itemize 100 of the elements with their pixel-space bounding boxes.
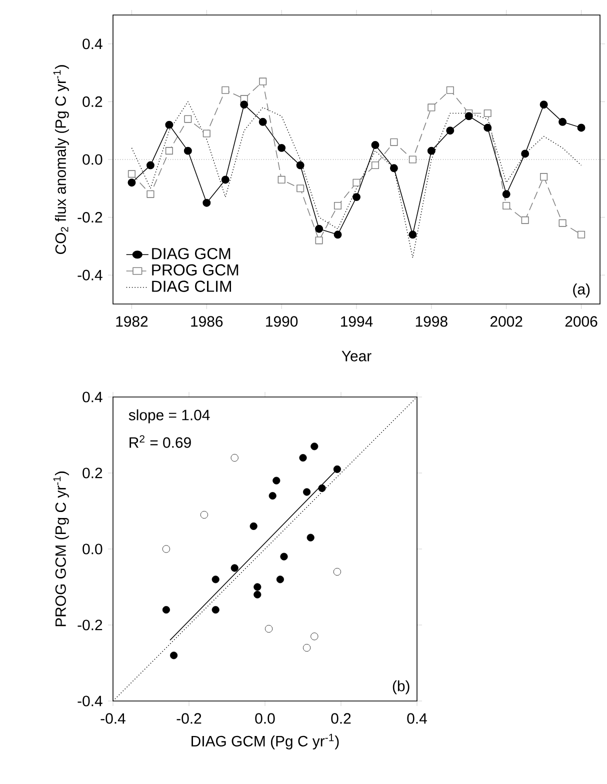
y-tick-label: -0.2 bbox=[78, 620, 102, 630]
point bbox=[265, 625, 273, 633]
x-axis-title: DIAG GCM (Pg C yr$^{-1}$) bbox=[192, 734, 339, 750]
point bbox=[299, 454, 307, 462]
point bbox=[428, 104, 436, 112]
x-tick-label: -0.4 bbox=[100, 713, 126, 724]
point bbox=[184, 146, 192, 155]
y-tick-label: 0.4 bbox=[82, 392, 102, 402]
point bbox=[296, 161, 304, 170]
y-tick-label: 0.2 bbox=[82, 468, 102, 478]
point bbox=[521, 216, 529, 224]
point bbox=[303, 488, 311, 496]
point bbox=[165, 120, 174, 129]
point bbox=[464, 112, 473, 120]
x-tick-label: 0.0 bbox=[255, 713, 275, 724]
point bbox=[200, 511, 208, 519]
x-tick-label: 1990 bbox=[266, 316, 298, 327]
legend-label: DIAG GCM bbox=[152, 248, 230, 260]
point bbox=[250, 522, 258, 530]
point bbox=[128, 178, 136, 187]
point bbox=[254, 590, 262, 598]
point bbox=[162, 606, 170, 614]
point bbox=[184, 115, 192, 123]
point bbox=[484, 124, 492, 132]
point bbox=[278, 176, 286, 184]
point bbox=[165, 147, 173, 155]
point bbox=[446, 126, 454, 135]
point bbox=[352, 178, 360, 186]
x-tick-label: -0.2 bbox=[176, 713, 202, 724]
point bbox=[310, 442, 318, 450]
point bbox=[162, 545, 170, 553]
point bbox=[254, 583, 262, 591]
point bbox=[446, 86, 454, 94]
point bbox=[278, 144, 286, 152]
point bbox=[221, 176, 230, 184]
point bbox=[408, 230, 417, 239]
point bbox=[333, 465, 341, 473]
point bbox=[230, 454, 238, 462]
point bbox=[258, 118, 267, 126]
x-tick-label: 0.4 bbox=[407, 713, 427, 724]
point bbox=[540, 100, 548, 109]
point bbox=[212, 606, 220, 614]
x-tick-label: 1982 bbox=[116, 316, 148, 327]
point bbox=[390, 164, 398, 172]
y-tick-label: -0.4 bbox=[78, 270, 102, 280]
point bbox=[371, 161, 380, 170]
point bbox=[502, 190, 510, 198]
point bbox=[146, 190, 154, 198]
point bbox=[259, 78, 267, 86]
point bbox=[306, 534, 314, 542]
point bbox=[170, 652, 178, 660]
point bbox=[296, 184, 304, 192]
point bbox=[230, 564, 238, 572]
point bbox=[334, 202, 342, 210]
y-tick-label: 0.2 bbox=[82, 96, 102, 107]
y-tick-label: 0.0 bbox=[82, 154, 102, 165]
point bbox=[352, 193, 360, 202]
point bbox=[268, 492, 276, 500]
point bbox=[222, 86, 230, 94]
point bbox=[521, 150, 530, 158]
annotation: slope = 1.04 bbox=[128, 409, 210, 424]
point bbox=[202, 198, 211, 207]
x-tick-label: 0.2 bbox=[331, 713, 351, 724]
point bbox=[318, 484, 326, 492]
y-axis-title: PROG GCM (Pg C yr$^{-1}$) bbox=[53, 472, 69, 626]
x-tick-label: 1986 bbox=[191, 316, 223, 327]
point bbox=[333, 568, 341, 576]
point bbox=[272, 476, 280, 484]
point bbox=[502, 202, 510, 210]
point bbox=[577, 230, 586, 238]
y-tick-label: -0.2 bbox=[78, 212, 102, 223]
x-tick-label: 1998 bbox=[416, 316, 448, 327]
y-tick-label: 0.4 bbox=[82, 38, 102, 50]
point bbox=[408, 156, 416, 164]
point bbox=[371, 141, 380, 150]
point bbox=[484, 109, 492, 118]
point bbox=[315, 236, 323, 244]
point bbox=[310, 632, 318, 640]
point bbox=[540, 173, 548, 181]
point bbox=[334, 230, 342, 239]
annotation: (a) bbox=[573, 284, 590, 298]
x-tick-label: 2002 bbox=[490, 316, 522, 327]
point bbox=[202, 130, 210, 138]
point bbox=[212, 576, 220, 584]
point bbox=[303, 644, 311, 652]
point bbox=[240, 100, 248, 109]
point bbox=[128, 170, 136, 178]
point bbox=[315, 224, 324, 233]
point bbox=[276, 576, 284, 584]
annotation: R$^{2}$ = 0.69 bbox=[130, 435, 191, 448]
point bbox=[146, 161, 154, 170]
x-tick-label: 2006 bbox=[565, 316, 598, 327]
y-tick-label: -0.4 bbox=[78, 696, 102, 706]
point bbox=[280, 552, 288, 560]
point bbox=[427, 146, 436, 155]
legend-label: DIAG CLIM bbox=[152, 280, 231, 292]
point bbox=[390, 138, 398, 146]
point bbox=[558, 219, 566, 227]
x-axis-title: Year bbox=[342, 350, 372, 362]
y-axis-title: CO$_{2}$ flux anomaly (Pg C yr$^{-1}$) bbox=[53, 65, 69, 254]
